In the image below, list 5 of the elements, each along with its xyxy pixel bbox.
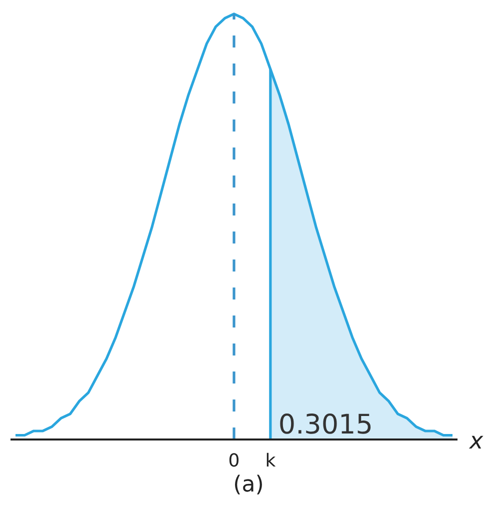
x-tick-label: k bbox=[265, 450, 276, 472]
text: (a) bbox=[233, 472, 264, 498]
x-tick-label: 0 bbox=[228, 450, 240, 472]
series-label: 0.3015 bbox=[278, 410, 373, 440]
x-axis-title: x bbox=[468, 428, 484, 454]
